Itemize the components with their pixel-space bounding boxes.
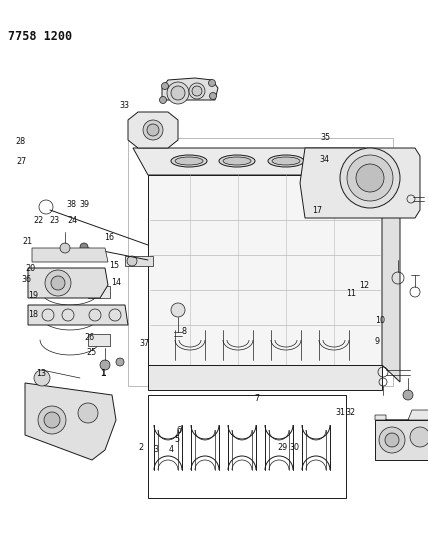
Text: 7758 1200: 7758 1200: [8, 30, 72, 43]
Circle shape: [143, 120, 163, 140]
Circle shape: [189, 83, 205, 99]
Bar: [88, 334, 110, 346]
Circle shape: [208, 79, 216, 86]
Circle shape: [192, 86, 202, 96]
Text: 5: 5: [174, 435, 179, 444]
Circle shape: [127, 256, 137, 266]
Text: 30: 30: [289, 443, 300, 452]
Text: 13: 13: [36, 369, 46, 377]
Text: 31: 31: [335, 408, 345, 416]
Bar: [125, 256, 153, 266]
Bar: [148, 395, 346, 498]
Bar: [88, 286, 110, 298]
Text: 1: 1: [100, 369, 105, 377]
Text: 19: 19: [28, 292, 39, 300]
Circle shape: [171, 86, 185, 100]
Circle shape: [385, 433, 399, 447]
Polygon shape: [375, 420, 428, 460]
Text: 14: 14: [111, 278, 122, 287]
Ellipse shape: [272, 157, 300, 165]
Circle shape: [340, 148, 400, 208]
Polygon shape: [25, 383, 116, 460]
Circle shape: [161, 83, 169, 90]
Circle shape: [34, 370, 50, 386]
Text: 24: 24: [68, 216, 78, 224]
Text: 15: 15: [110, 261, 120, 270]
Circle shape: [51, 276, 65, 290]
Text: 4: 4: [169, 445, 174, 454]
Circle shape: [78, 403, 98, 423]
Circle shape: [116, 358, 124, 366]
Text: 16: 16: [104, 233, 114, 241]
Circle shape: [38, 406, 66, 434]
Text: 35: 35: [320, 133, 330, 142]
Polygon shape: [28, 305, 128, 325]
Text: 17: 17: [312, 206, 322, 215]
Text: 36: 36: [21, 275, 32, 284]
Text: 26: 26: [85, 334, 95, 342]
Text: 12: 12: [360, 281, 370, 290]
Circle shape: [80, 243, 88, 251]
Ellipse shape: [223, 157, 251, 165]
Circle shape: [410, 427, 428, 447]
Polygon shape: [382, 175, 400, 382]
Text: 20: 20: [26, 264, 36, 272]
Text: 28: 28: [15, 137, 25, 146]
Ellipse shape: [320, 157, 348, 165]
Text: 25: 25: [86, 348, 96, 357]
Circle shape: [167, 82, 189, 104]
Circle shape: [403, 390, 413, 400]
Polygon shape: [162, 78, 218, 100]
Text: 2: 2: [139, 443, 144, 452]
Ellipse shape: [175, 157, 203, 165]
Circle shape: [209, 93, 217, 100]
Polygon shape: [300, 148, 420, 218]
Text: 34: 34: [319, 156, 330, 164]
Text: 32: 32: [345, 408, 355, 416]
Text: 38: 38: [67, 200, 77, 209]
Polygon shape: [28, 268, 108, 298]
Text: 37: 37: [140, 340, 150, 348]
Circle shape: [44, 412, 60, 428]
Polygon shape: [148, 175, 382, 365]
Polygon shape: [375, 410, 428, 420]
Text: 7: 7: [254, 394, 259, 403]
Text: 21: 21: [22, 237, 32, 246]
Text: 23: 23: [50, 216, 60, 224]
Polygon shape: [148, 365, 382, 390]
Bar: [88, 310, 110, 322]
Polygon shape: [32, 248, 108, 262]
Ellipse shape: [316, 155, 352, 167]
Text: 27: 27: [16, 157, 27, 166]
Circle shape: [147, 124, 159, 136]
Text: 18: 18: [28, 310, 39, 319]
Ellipse shape: [268, 155, 304, 167]
Circle shape: [100, 360, 110, 370]
Circle shape: [171, 303, 185, 317]
Text: 6: 6: [176, 426, 181, 434]
Circle shape: [379, 427, 405, 453]
Bar: [128, 138, 393, 386]
Text: 9: 9: [374, 337, 379, 345]
Circle shape: [347, 155, 393, 201]
Text: 33: 33: [119, 101, 129, 110]
Text: 3: 3: [154, 445, 159, 454]
Text: 10: 10: [375, 316, 385, 325]
Polygon shape: [133, 148, 382, 175]
Ellipse shape: [171, 155, 207, 167]
Circle shape: [45, 270, 71, 296]
Text: 39: 39: [79, 200, 89, 209]
Ellipse shape: [219, 155, 255, 167]
Text: 29: 29: [277, 443, 287, 452]
Circle shape: [160, 96, 166, 103]
Text: 11: 11: [346, 289, 356, 298]
Text: 8: 8: [181, 327, 187, 336]
Circle shape: [60, 243, 70, 253]
Circle shape: [356, 164, 384, 192]
Polygon shape: [128, 112, 178, 148]
Text: 22: 22: [33, 216, 44, 224]
